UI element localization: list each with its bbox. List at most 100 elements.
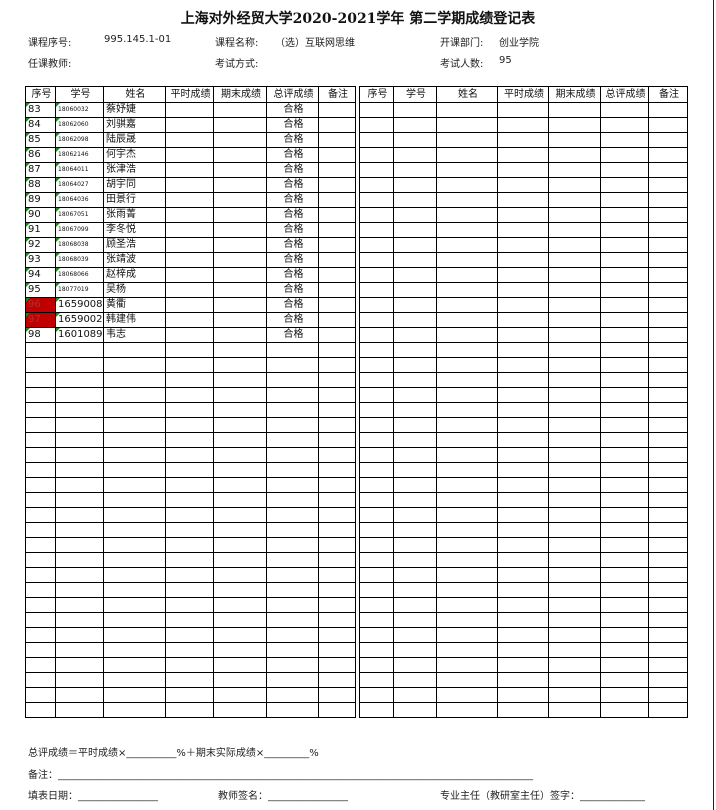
cell-final[interactable] [548,447,601,463]
cell-name[interactable] [436,297,498,313]
cell-name[interactable] [103,657,166,673]
cell-id[interactable] [55,447,104,463]
cell-usual[interactable] [165,477,214,493]
cell-usual[interactable] [497,507,549,523]
cell-total[interactable] [266,672,319,688]
cell-id[interactable] [55,387,104,403]
cell-id[interactable] [55,552,104,568]
cell-id[interactable] [55,567,104,583]
cell-note[interactable] [318,702,356,718]
cell-id[interactable] [393,447,437,463]
cell-note[interactable] [318,387,356,403]
cell-name[interactable]: 胡宇同 [103,177,166,193]
cell-total[interactable] [266,402,319,418]
cell-note[interactable] [648,312,688,328]
cell-id[interactable]: 1601089 [55,327,104,343]
cell-name[interactable] [103,357,166,373]
cell-total[interactable]: 合格 [266,177,319,193]
cell-total[interactable] [266,597,319,613]
cell-no[interactable]: 94 [25,267,56,283]
cell-final[interactable] [213,342,267,358]
cell-usual[interactable] [165,297,214,313]
cell-no[interactable] [359,597,394,613]
cell-note[interactable] [648,162,688,178]
cell-usual[interactable] [165,372,214,388]
cell-total[interactable]: 合格 [266,282,319,298]
cell-id[interactable]: 18064036 [55,192,104,208]
cell-final[interactable] [213,387,267,403]
cell-total[interactable] [266,447,319,463]
cell-id[interactable] [393,642,437,658]
cell-note[interactable] [648,537,688,553]
cell-total[interactable] [600,522,649,538]
cell-note[interactable] [648,612,688,628]
cell-final[interactable] [548,402,601,418]
cell-usual[interactable] [165,612,214,628]
cell-final[interactable] [548,492,601,508]
cell-total[interactable] [600,237,649,253]
cell-no[interactable] [359,657,394,673]
cell-note[interactable] [318,207,356,223]
cell-id[interactable] [393,357,437,373]
cell-name[interactable] [436,657,498,673]
cell-name[interactable] [103,387,166,403]
cell-total[interactable] [600,342,649,358]
cell-name[interactable] [436,267,498,283]
cell-no[interactable]: 91 [25,222,56,238]
cell-no[interactable] [25,432,56,448]
cell-note[interactable] [318,147,356,163]
cell-total[interactable] [266,612,319,628]
cell-note[interactable] [648,267,688,283]
cell-note[interactable] [648,432,688,448]
cell-total[interactable] [266,357,319,373]
cell-usual[interactable] [165,582,214,598]
cell-total[interactable] [266,627,319,643]
cell-final[interactable] [548,687,601,703]
cell-name[interactable] [436,552,498,568]
cell-note[interactable] [648,372,688,388]
cell-final[interactable] [213,162,267,178]
cell-note[interactable] [318,522,356,538]
cell-final[interactable] [548,477,601,493]
cell-no[interactable] [359,642,394,658]
cell-usual[interactable] [497,372,549,388]
cell-no[interactable] [359,147,394,163]
cell-name[interactable] [436,162,498,178]
cell-usual[interactable] [165,417,214,433]
cell-id[interactable] [393,192,437,208]
cell-id[interactable] [55,687,104,703]
cell-no[interactable]: 89 [25,192,56,208]
cell-id[interactable]: 18062060 [55,117,104,133]
cell-final[interactable] [213,552,267,568]
cell-total[interactable] [266,342,319,358]
cell-no[interactable]: 84 [25,117,56,133]
cell-total[interactable]: 合格 [266,192,319,208]
cell-name[interactable]: 黄衢 [103,297,166,313]
cell-no[interactable] [25,627,56,643]
cell-no[interactable] [359,207,394,223]
cell-usual[interactable] [497,582,549,598]
cell-no[interactable] [359,582,394,598]
cell-total[interactable] [600,687,649,703]
cell-final[interactable] [548,522,601,538]
cell-usual[interactable] [165,642,214,658]
cell-usual[interactable] [165,162,214,178]
cell-total[interactable] [600,207,649,223]
cell-final[interactable] [548,372,601,388]
cell-name[interactable] [436,537,498,553]
cell-id[interactable] [55,432,104,448]
cell-id[interactable] [393,252,437,268]
cell-no[interactable] [359,612,394,628]
cell-total[interactable]: 合格 [266,297,319,313]
cell-final[interactable] [213,357,267,373]
cell-note[interactable] [318,297,356,313]
cell-id[interactable] [393,222,437,238]
cell-no[interactable] [359,462,394,478]
cell-total[interactable] [266,687,319,703]
cell-name[interactable] [436,372,498,388]
cell-final[interactable] [213,507,267,523]
cell-note[interactable] [318,432,356,448]
cell-name[interactable] [103,702,166,718]
cell-usual[interactable] [165,267,214,283]
cell-usual[interactable] [165,342,214,358]
